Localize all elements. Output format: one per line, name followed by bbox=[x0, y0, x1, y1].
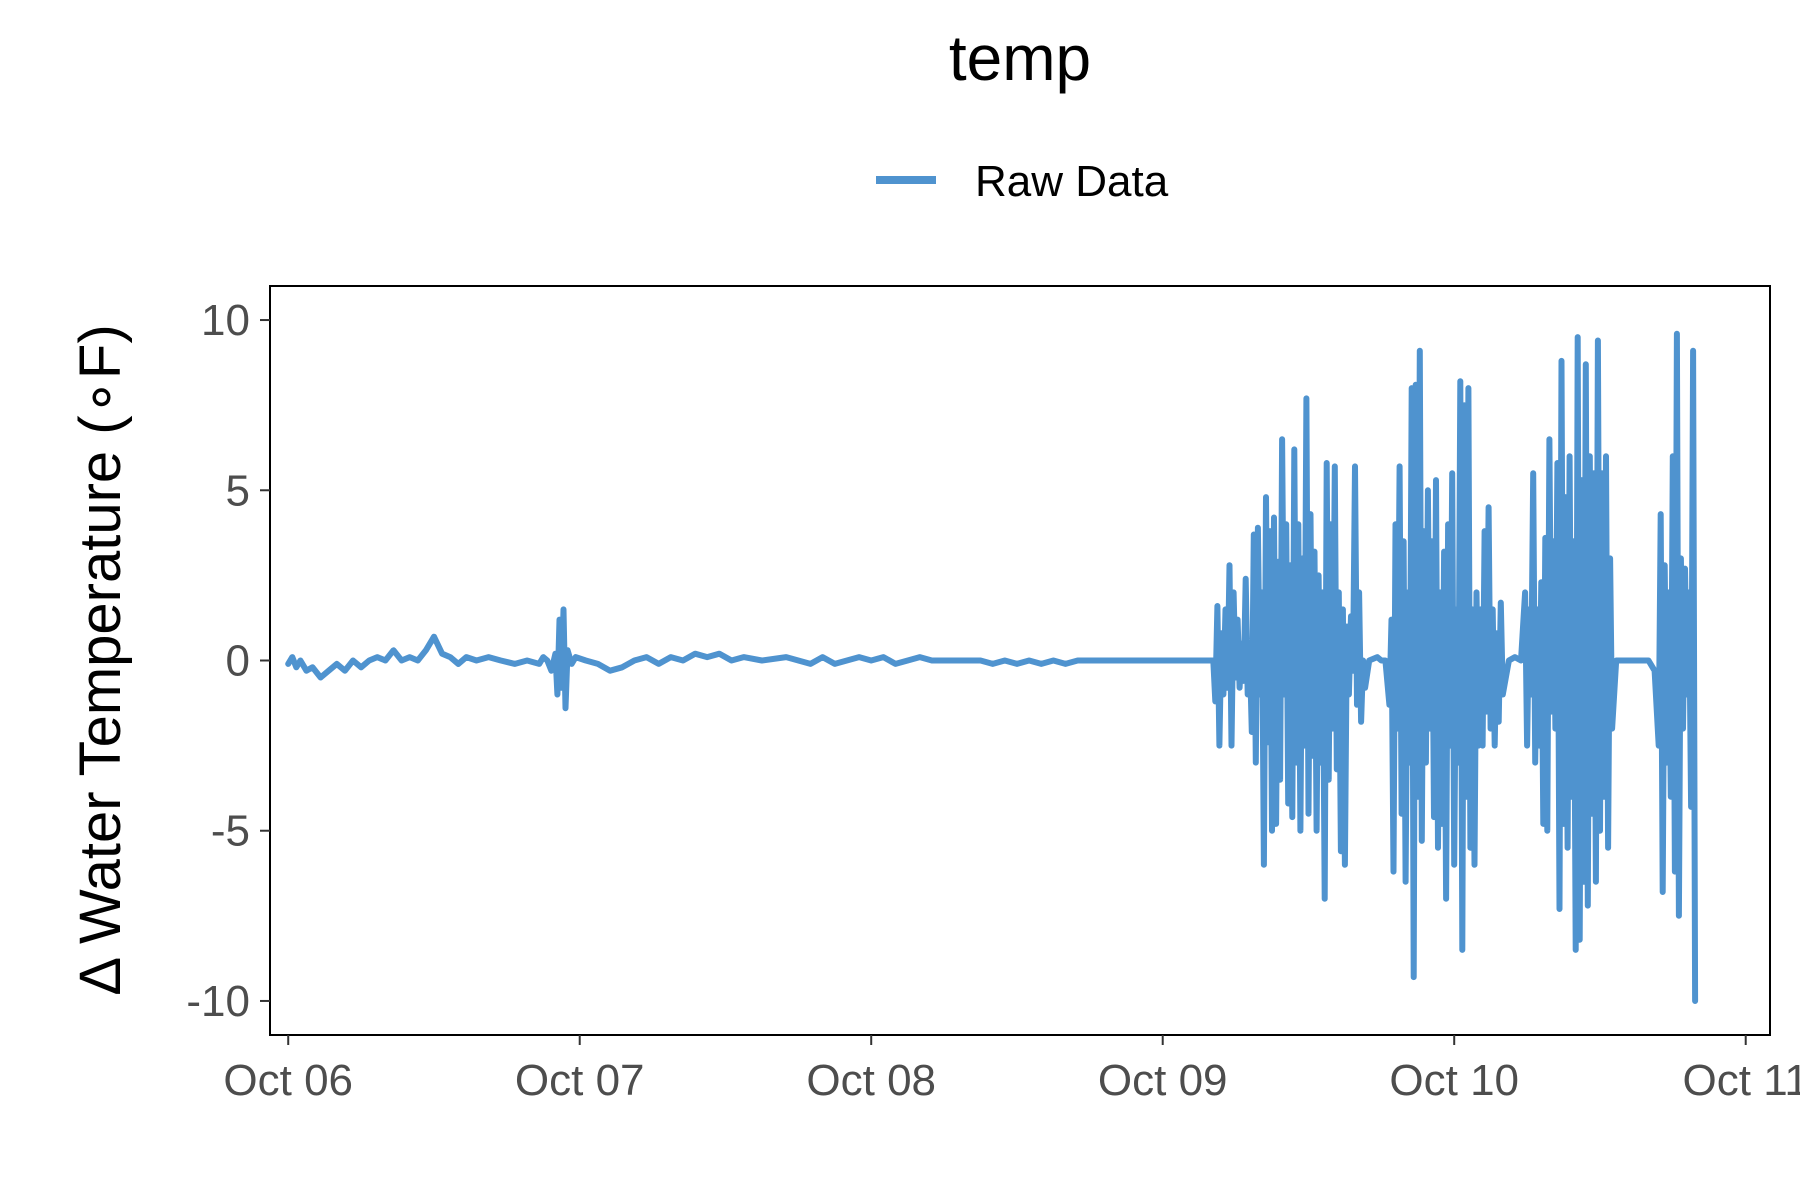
x-tick-label: Oct 07 bbox=[515, 1056, 645, 1105]
x-axis: Oct 06 Oct 07 Oct 08 Oct 09 Oct 10 Oct 11 bbox=[223, 1035, 1800, 1105]
y-tick-label: -10 bbox=[186, 977, 250, 1026]
series-line-raw-data bbox=[285, 330, 1699, 1004]
chart-title: temp bbox=[949, 22, 1091, 94]
y-tick-label: 10 bbox=[201, 296, 250, 345]
y-tick-label: -5 bbox=[211, 807, 250, 856]
y-tick-label: 5 bbox=[226, 466, 250, 515]
y-tick-label: 0 bbox=[226, 637, 250, 686]
x-tick-label: Oct 11 bbox=[1683, 1056, 1800, 1105]
x-tick-label: Oct 09 bbox=[1098, 1056, 1228, 1105]
legend: Raw Data bbox=[876, 157, 1169, 206]
x-tick-label: Oct 06 bbox=[223, 1056, 353, 1105]
legend-label: Raw Data bbox=[975, 157, 1169, 206]
x-tick-label: Oct 08 bbox=[806, 1056, 936, 1105]
y-axis-title: Δ Water Temperature (∘F) bbox=[68, 324, 133, 995]
x-tick-label: Oct 10 bbox=[1389, 1056, 1519, 1105]
y-axis: 10 5 0 -5 -10 bbox=[186, 296, 270, 1026]
